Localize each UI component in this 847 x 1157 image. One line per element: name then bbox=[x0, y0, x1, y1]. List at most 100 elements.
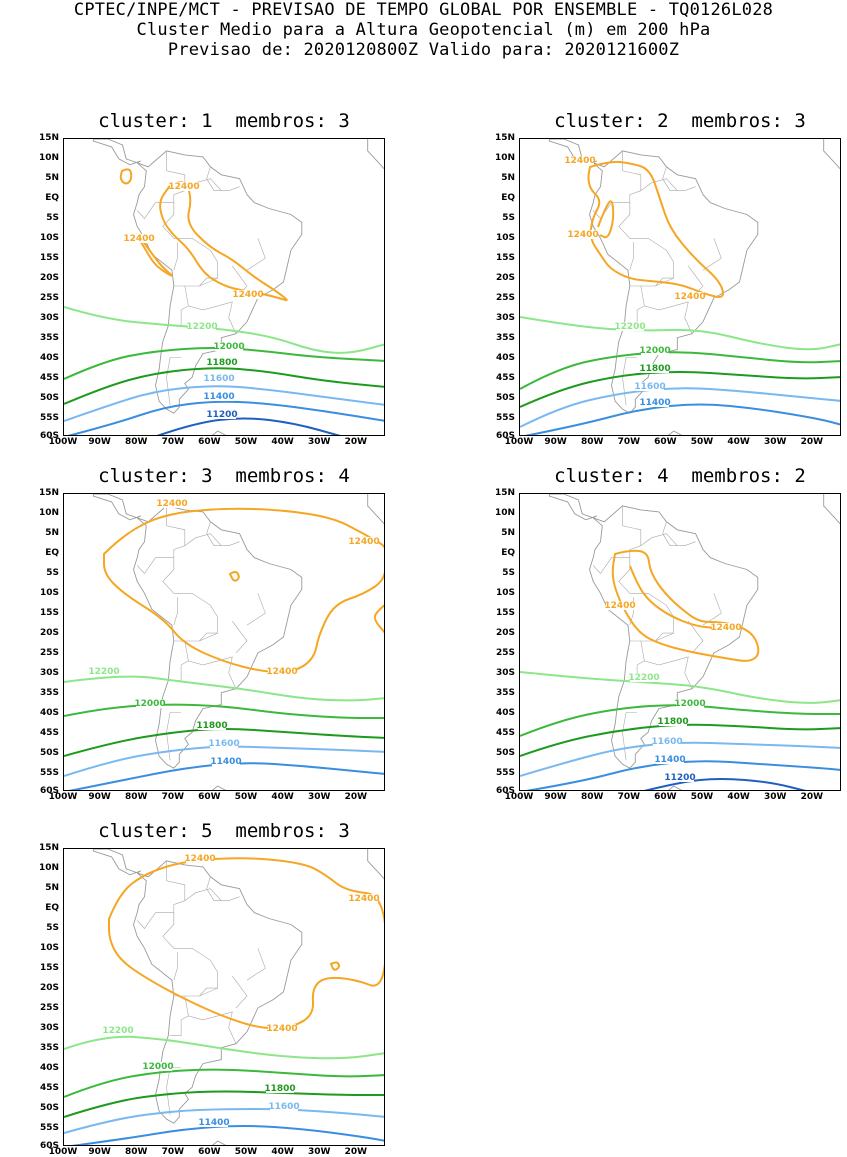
antarctic-coastline bbox=[212, 1140, 226, 1145]
africa-coastline bbox=[367, 849, 384, 880]
contour-label: 12400 bbox=[567, 230, 598, 240]
lat-tick-label: 40S bbox=[495, 353, 515, 363]
country-border bbox=[170, 1015, 189, 1036]
lat-tick-label: EQ bbox=[45, 193, 59, 203]
lon-tick-label: 40W bbox=[727, 437, 750, 447]
lat-tick-label: EQ bbox=[501, 193, 515, 203]
contour-map: 12400 12400 12400 12200 12000 11800 11600 11400 bbox=[64, 494, 384, 790]
contour-label-bg bbox=[186, 854, 214, 863]
lat-tick-label: 10S bbox=[39, 233, 59, 243]
contour-11400 bbox=[67, 400, 384, 435]
country-border bbox=[173, 242, 178, 271]
lat-tick-label: 40S bbox=[495, 708, 515, 718]
lat-tick-label: 50S bbox=[495, 748, 515, 758]
lon-tick-label: 80W bbox=[124, 437, 148, 447]
contour-label-bg bbox=[158, 499, 186, 508]
lon-tick-label: 40W bbox=[727, 792, 750, 802]
country-border bbox=[622, 712, 638, 761]
contour-label: 11400 bbox=[210, 757, 241, 767]
lat-tick-label: 5S bbox=[502, 568, 515, 578]
contour-label-bg bbox=[350, 894, 378, 903]
contour-map: 12400 12400 12400 12200 12000 11800 11600 11400 bbox=[64, 849, 384, 1145]
country-border bbox=[622, 505, 642, 546]
contour-label: 11200 bbox=[664, 773, 695, 783]
country-border bbox=[136, 557, 156, 574]
central-america-coastline bbox=[92, 849, 142, 876]
contour-label: 12000 bbox=[142, 1062, 173, 1072]
contour-12400 bbox=[611, 549, 760, 662]
lon-tick-label: 90W bbox=[544, 437, 567, 447]
lat-tick-label: 55S bbox=[39, 768, 59, 778]
country-border bbox=[199, 277, 218, 287]
contour-label: 11200 bbox=[206, 410, 237, 420]
contour-label-bg bbox=[205, 374, 233, 383]
contour-11200 bbox=[643, 778, 807, 790]
country-border bbox=[640, 285, 693, 334]
contour-label: 11600 bbox=[651, 737, 682, 747]
lon-tick-label: 70W bbox=[161, 1147, 185, 1157]
contour-label-bg bbox=[566, 156, 594, 165]
contour-label: 11800 bbox=[206, 358, 237, 368]
contour-label: 11600 bbox=[203, 374, 234, 384]
africa-coastline bbox=[367, 139, 384, 170]
contour-label: 11600 bbox=[634, 382, 665, 392]
lat-tick-label: 45S bbox=[495, 373, 515, 383]
lat-tick-label: 20S bbox=[495, 273, 515, 283]
country-border bbox=[166, 1067, 182, 1116]
country-border bbox=[136, 912, 156, 929]
country-border bbox=[166, 712, 182, 761]
africa-coastline bbox=[823, 494, 840, 525]
lon-tick-label: 80W bbox=[580, 437, 604, 447]
lat-tick-label: 5N bbox=[501, 528, 515, 538]
cluster-panel-1: cluster: 1 membros: 3 12400 12400 12400 1220… bbox=[39, 110, 385, 447]
contour-12400 bbox=[329, 961, 340, 971]
lon-tick-label: 80W bbox=[124, 792, 148, 802]
country-border bbox=[166, 357, 182, 406]
panel-title: cluster: 3 membros: 4 bbox=[98, 465, 350, 487]
contour-11600 bbox=[64, 385, 384, 422]
header-line-2: Cluster Medio para a Altura Geopotencial… bbox=[136, 20, 711, 40]
lat-tick-label: 10N bbox=[38, 508, 59, 518]
contour-12400 bbox=[103, 507, 384, 674]
lon-tick-label: 30W bbox=[763, 792, 787, 802]
contour-label: 11400 bbox=[198, 1118, 229, 1128]
contour-12400 bbox=[373, 604, 384, 634]
lat-tick-label: 25S bbox=[39, 293, 59, 303]
lon-tick-label: 40W bbox=[271, 1147, 294, 1157]
contour-label: 12400 bbox=[168, 182, 199, 192]
country-border bbox=[206, 166, 222, 191]
contour-label-bg bbox=[210, 739, 238, 748]
contour-label: 12200 bbox=[628, 673, 659, 683]
lat-tick-label: 50S bbox=[39, 748, 59, 758]
contour-label: 12200 bbox=[614, 322, 645, 332]
lat-tick-label: 15N bbox=[494, 488, 515, 498]
lat-tick-label: 55S bbox=[39, 413, 59, 423]
contour-label-bg bbox=[208, 358, 236, 367]
lon-tick-label: 60W bbox=[654, 437, 677, 447]
country-border bbox=[618, 533, 696, 642]
header-line-3: Previsao de: 2020120800Z Valido para: 20… bbox=[167, 40, 680, 60]
lat-tick-label: 50S bbox=[39, 1103, 59, 1113]
south-america-coastline bbox=[133, 505, 303, 769]
lat-tick-label: 20S bbox=[39, 983, 59, 993]
lat-tick-label: 25S bbox=[39, 648, 59, 658]
contour-label: 12400 bbox=[604, 601, 635, 611]
country-border bbox=[702, 593, 722, 626]
contour-label-bg bbox=[676, 699, 704, 708]
lon-tick-label: 70W bbox=[617, 792, 641, 802]
antarctic-coastline bbox=[212, 430, 226, 435]
lat-tick-label: 35S bbox=[39, 688, 59, 698]
map-frame: 12400 12400 12200 12000 11800 11600 11400 11200 bbox=[519, 493, 841, 791]
contour-label: 12400 bbox=[156, 499, 187, 509]
country-border bbox=[688, 620, 704, 654]
lon-tick-label: 30W bbox=[307, 792, 331, 802]
contour-label-bg bbox=[266, 1084, 294, 1093]
contour-11800 bbox=[64, 367, 384, 405]
south-america-coastline bbox=[133, 150, 303, 414]
antarctic-coastline bbox=[668, 785, 682, 790]
lat-tick-label: 5N bbox=[45, 173, 59, 183]
country-border bbox=[170, 660, 189, 681]
contour-map: 12400 12400 12400 12200 12000 11800 11600 11400 bbox=[520, 139, 840, 435]
lat-tick-label: 5S bbox=[46, 213, 59, 223]
lat-tick-label: 30S bbox=[495, 313, 515, 323]
